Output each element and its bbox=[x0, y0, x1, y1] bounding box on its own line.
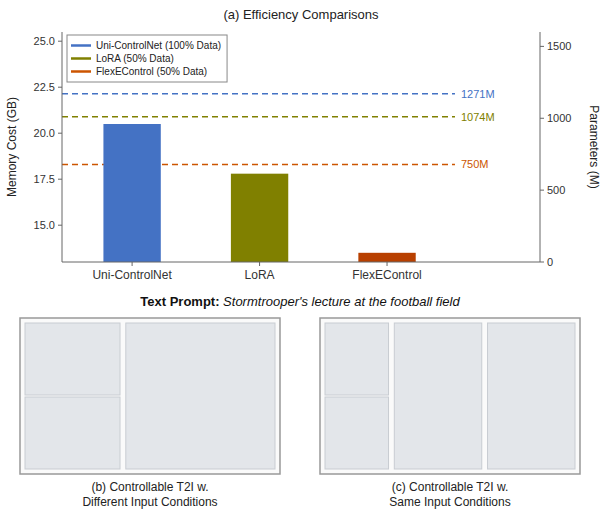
image-placeholder bbox=[126, 323, 275, 469]
panel-caption-line: (c) Controllable T2I w. bbox=[392, 480, 509, 494]
legend-label: LoRA (50% Data) bbox=[96, 53, 174, 64]
y2-tick bbox=[540, 190, 544, 191]
image-placeholder bbox=[325, 323, 389, 395]
x-tick-label: FlexEControl bbox=[352, 268, 421, 282]
x-tick bbox=[259, 262, 260, 266]
reference-line-label: 1074M bbox=[461, 111, 495, 123]
image-placeholder bbox=[25, 323, 120, 395]
y-tick bbox=[58, 41, 62, 42]
legend-box bbox=[67, 35, 227, 82]
bar bbox=[358, 253, 415, 262]
panel-caption-line: (b) Controllable T2I w. bbox=[91, 480, 208, 494]
y-tick bbox=[58, 133, 62, 134]
y-axis-line bbox=[62, 32, 63, 262]
x-tick-label: LoRA bbox=[245, 268, 275, 282]
x-tick bbox=[132, 262, 133, 266]
image-placeholder bbox=[488, 323, 575, 469]
y2-tick-label: 0 bbox=[547, 256, 553, 268]
y2-tick bbox=[540, 262, 544, 263]
image-panel bbox=[320, 318, 580, 474]
legend-swatch bbox=[71, 70, 91, 73]
reference-line bbox=[62, 93, 455, 95]
y-tick-label: 25.0 bbox=[34, 35, 55, 47]
y-tick-label: 20.0 bbox=[34, 127, 55, 139]
y2-tick-label: 500 bbox=[547, 184, 565, 196]
y2-tick-label: 1500 bbox=[547, 40, 571, 52]
y-tick bbox=[58, 225, 62, 226]
reference-line-label: 750M bbox=[461, 158, 489, 170]
y-tick-label: 22.5 bbox=[34, 81, 55, 93]
y-tick-label: 15.0 bbox=[34, 219, 55, 231]
y-tick bbox=[58, 87, 62, 88]
panel-caption-line: Same Input Conditions bbox=[389, 495, 510, 509]
text-prompt-label: Text Prompt: bbox=[140, 294, 219, 309]
y2-axis-label: Parameters (M) bbox=[587, 105, 600, 188]
image-placeholder bbox=[25, 397, 120, 469]
image-placeholder bbox=[394, 323, 481, 469]
x-axis-line bbox=[62, 262, 540, 263]
bar bbox=[231, 174, 288, 262]
y-tick-label: 17.5 bbox=[34, 173, 55, 185]
legend-label: FlexEControl (50% Data) bbox=[96, 66, 207, 77]
y2-axis-line bbox=[540, 32, 541, 262]
bar bbox=[103, 124, 160, 262]
reference-line bbox=[62, 116, 455, 118]
x-tick-label: Uni-ControlNet bbox=[92, 268, 172, 282]
y2-tick bbox=[540, 46, 544, 47]
panel-caption: (c) Controllable T2I w.Same Input Condit… bbox=[389, 480, 510, 509]
legend: Uni-ControlNet (100% Data) LoRA (50% Data… bbox=[67, 35, 227, 82]
panel-frame bbox=[20, 318, 280, 474]
y2-tick bbox=[540, 118, 544, 119]
legend-swatch bbox=[71, 44, 91, 47]
panel-frame bbox=[320, 318, 580, 474]
panel-caption-line: Different Input Conditions bbox=[82, 495, 217, 509]
x-tick bbox=[387, 262, 388, 266]
y2-tick-label: 1000 bbox=[547, 112, 571, 124]
legend-label: Uni-ControlNet (100% Data) bbox=[96, 40, 221, 51]
legend-swatch bbox=[71, 57, 91, 60]
image-panel bbox=[20, 318, 280, 474]
reference-line-label: 1271M bbox=[461, 88, 495, 100]
text-prompt: Text Prompt: Stormtrooper's lecture at t… bbox=[140, 294, 460, 309]
figure: (a) Efficiency Comparisons 1271M 1074M 750M… bbox=[0, 0, 600, 532]
y-axis-label: Memory Cost (GB) bbox=[5, 97, 19, 197]
image-placeholder bbox=[325, 397, 389, 469]
text-prompt-body: Stormtrooper's lecture at the football f… bbox=[220, 294, 461, 309]
plot-area bbox=[62, 94, 455, 262]
chart-title: (a) Efficiency Comparisons bbox=[223, 7, 379, 22]
panel-caption: (b) Controllable T2I w.Different Input C… bbox=[82, 480, 217, 509]
y-tick bbox=[58, 179, 62, 180]
